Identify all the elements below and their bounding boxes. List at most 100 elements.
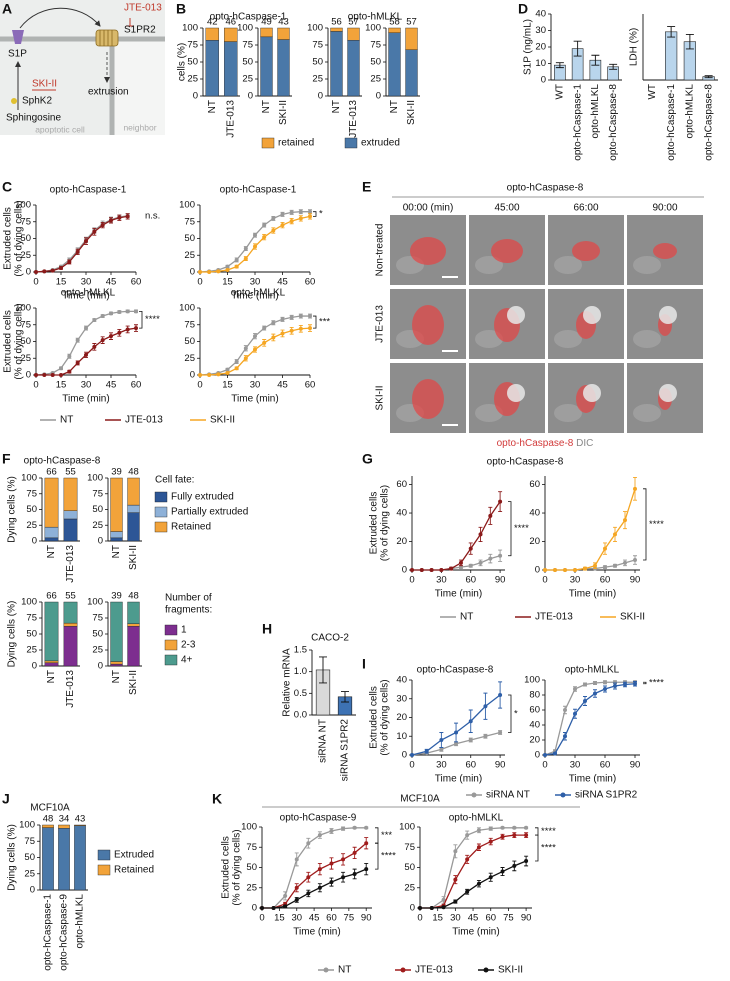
y-tick-label: 75	[20, 216, 31, 227]
point	[271, 320, 276, 325]
y-tick-label: 100	[21, 473, 37, 484]
error-bar	[609, 63, 618, 70]
point	[439, 738, 444, 742]
error-bar	[591, 54, 600, 66]
point	[593, 691, 597, 696]
y-tick-label: 40	[529, 720, 540, 731]
legend-dot	[560, 792, 566, 798]
point	[623, 682, 627, 687]
y-tick-label: 20	[535, 42, 546, 53]
point	[234, 359, 239, 364]
point	[364, 867, 369, 872]
x-tick-label: 0	[259, 913, 264, 924]
chart-title: CACO-2	[311, 633, 349, 644]
panel-label: G	[362, 451, 373, 467]
sig-bracket	[643, 488, 647, 561]
bar-segment	[42, 824, 54, 828]
y-tick-label: 0	[318, 91, 323, 102]
cell-texture	[554, 256, 582, 274]
point	[488, 513, 493, 518]
y-tick-label: 50	[20, 233, 31, 244]
point	[207, 270, 212, 274]
point	[271, 216, 276, 221]
x-tick-label: SKI-II	[406, 100, 417, 125]
point	[476, 845, 481, 850]
y-tick-label: 25	[187, 74, 198, 85]
process-label: extrusion	[88, 87, 129, 98]
y-tick-label: 25	[404, 882, 415, 893]
sig-bracket	[535, 827, 539, 836]
bar	[665, 31, 678, 81]
bar-segment	[260, 27, 273, 38]
point	[573, 568, 577, 572]
x-tick-label: 45	[277, 380, 288, 391]
legend-label: SKI-II	[210, 415, 235, 426]
x-axis-label: Time (min)	[435, 774, 482, 785]
point	[75, 360, 80, 365]
series-line	[545, 559, 636, 571]
point	[125, 214, 130, 219]
legend-label: JTE-013	[535, 612, 573, 623]
group-title: opto-hCaspase-8	[487, 457, 564, 468]
y-tick-label: 100	[524, 675, 540, 686]
point	[92, 344, 97, 349]
legend-swatch	[164, 624, 178, 636]
legend-label: Extruded	[114, 850, 154, 861]
y-tick-label: 0	[402, 565, 407, 576]
legend-label: SKI-II	[498, 965, 523, 976]
legend-swatch	[261, 137, 275, 149]
point	[280, 223, 285, 228]
bar-segment	[205, 40, 219, 97]
x-axis-label: Time (min)	[452, 927, 499, 938]
bright-spot	[507, 384, 525, 402]
panel-label: D	[518, 1, 528, 17]
bar-segment	[74, 825, 86, 891]
y-tick-label: 25	[26, 520, 37, 531]
point	[603, 565, 607, 570]
count-label: 34	[59, 814, 70, 825]
y-tick-label: 0	[32, 661, 37, 672]
y-tick-label: 30	[535, 25, 546, 36]
x-tick-label: 30	[436, 575, 447, 586]
x-tick-label: 0	[417, 913, 422, 924]
point	[271, 335, 276, 340]
bar-segment	[388, 32, 401, 97]
y-tick-label: 50	[370, 57, 381, 68]
fluorescence	[572, 241, 600, 261]
point	[329, 829, 334, 834]
x-axis-label: Time (min)	[293, 927, 340, 938]
point	[308, 214, 312, 219]
annotation: ***	[319, 317, 330, 328]
series-line	[420, 827, 527, 909]
y-tick-label: 100	[182, 23, 198, 34]
x-tick-label: 15	[432, 913, 443, 924]
series-line	[35, 310, 136, 376]
y-tick-label: 75	[404, 842, 415, 853]
point	[593, 563, 597, 568]
point	[298, 209, 303, 214]
bar-segment	[110, 601, 123, 662]
sig-bracket	[313, 211, 317, 217]
point	[498, 499, 503, 504]
point	[512, 825, 517, 830]
y-tick-label: 75	[26, 613, 37, 624]
point	[125, 309, 130, 314]
bright-spot	[659, 384, 677, 402]
point	[100, 223, 105, 228]
point	[298, 216, 303, 221]
point	[341, 857, 346, 862]
x-tick-label: 30	[570, 575, 581, 586]
point	[498, 730, 503, 735]
point	[441, 905, 446, 910]
s1p-arrow	[19, 7, 101, 29]
point	[253, 347, 257, 352]
point	[341, 826, 346, 831]
series-line	[420, 834, 527, 909]
caption-gray: DIC	[576, 438, 593, 449]
point	[253, 334, 257, 339]
x-tick-label: 15	[56, 277, 67, 288]
y-tick-label: 50	[92, 629, 103, 640]
y-tick-label: 10	[396, 731, 407, 742]
legend-title: Cell fate:	[155, 475, 194, 486]
y-tick-label: 50	[312, 57, 323, 68]
